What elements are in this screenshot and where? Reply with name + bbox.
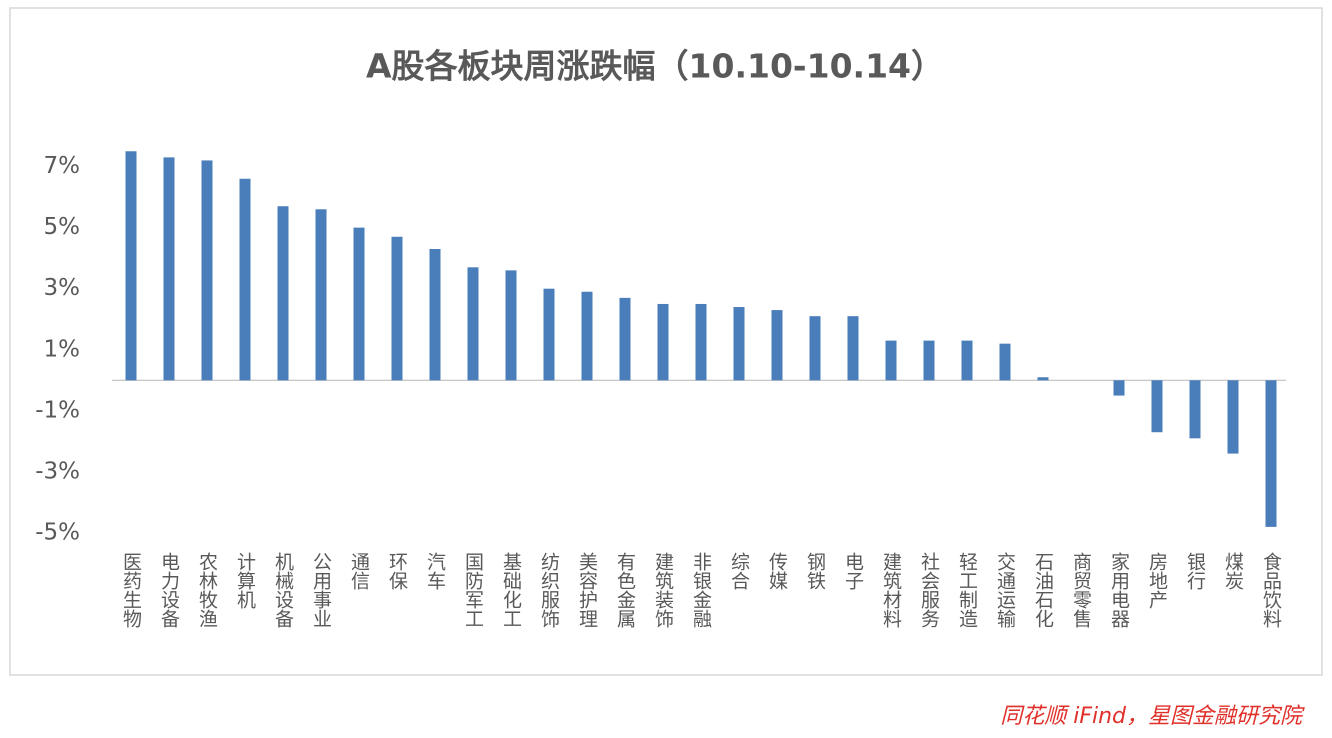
x-tick-label: 传媒 [766, 552, 788, 590]
bar [277, 206, 289, 381]
x-tick-label: 汽车 [424, 552, 446, 590]
bar [923, 340, 935, 381]
x-tick-label: 环保 [386, 552, 408, 590]
x-tick-label: 石油石化 [1032, 552, 1054, 628]
bar [429, 248, 441, 381]
y-tick-label: -1% [35, 397, 80, 423]
x-tick-label: 房地产 [1146, 552, 1168, 609]
bar [391, 236, 403, 381]
x-tick-label: 家用电器 [1108, 552, 1130, 628]
x-tick-label: 纺织服饰 [538, 552, 560, 628]
x-tick-label: 社会服务 [918, 552, 940, 628]
x-tick-label: 通信 [348, 552, 370, 590]
bar [1265, 380, 1277, 527]
bar [885, 340, 897, 381]
x-tick-label: 综合 [728, 552, 750, 590]
bar [467, 267, 479, 381]
bar [771, 310, 783, 381]
bar [1113, 380, 1125, 396]
bar [1037, 377, 1049, 381]
source-note: 同花顺 iFind，星图金融研究院 [1000, 704, 1305, 729]
x-tick-label: 非银金融 [690, 552, 712, 628]
bar [239, 178, 251, 381]
x-tick-label: 煤炭 [1222, 552, 1244, 590]
y-tick-label: -3% [35, 458, 80, 484]
bar [695, 303, 707, 381]
bar [619, 297, 631, 381]
bar [847, 316, 859, 381]
bar [1151, 380, 1163, 433]
y-tick-label: 7% [44, 153, 81, 179]
x-tick-label: 建筑装饰 [652, 552, 674, 628]
x-tick-label: 美容护理 [576, 552, 598, 628]
bar [505, 270, 517, 381]
x-tick-label: 商贸零售 [1070, 552, 1092, 628]
bar [201, 160, 213, 381]
chart-title: A股各板块周涨跌幅（10.10-10.14） [366, 47, 944, 86]
x-tick-label: 机械设备 [272, 552, 294, 628]
x-tick-label: 农林牧渔 [196, 552, 218, 628]
bar [961, 340, 973, 381]
x-tick-label: 有色金属 [614, 552, 636, 629]
bar [125, 151, 137, 381]
bar [581, 291, 593, 381]
x-tick-label: 基础化工 [500, 552, 522, 628]
bar [543, 288, 555, 381]
x-tick-label: 银行 [1184, 552, 1206, 590]
bar [353, 227, 365, 381]
bar [733, 307, 745, 381]
x-tick-label: 计算机 [234, 552, 256, 609]
y-tick-label: 1% [44, 336, 81, 362]
x-tick-label: 轻工制造 [956, 552, 978, 628]
bar [1189, 380, 1201, 439]
x-tick-label: 电子 [842, 552, 864, 590]
bar [657, 303, 669, 381]
y-tick-label: -5% [35, 520, 80, 546]
x-tick-label: 交通运输 [994, 552, 1016, 628]
bar [163, 157, 175, 381]
x-tick-label: 国防军工 [462, 552, 484, 628]
bar [809, 316, 821, 381]
x-tick-label: 食品饮料 [1260, 552, 1282, 628]
x-tick-label: 电力设备 [158, 552, 180, 628]
bar [315, 209, 327, 381]
bar [999, 343, 1011, 381]
y-tick-label: 3% [44, 275, 81, 301]
x-tick-label: 钢铁 [804, 552, 826, 590]
bar [1227, 380, 1239, 454]
x-tick-label: 公用事业 [310, 552, 332, 628]
x-tick-label: 建筑材料 [880, 552, 902, 628]
x-tick-label: 医药生物 [120, 552, 142, 628]
y-tick-label: 5% [44, 214, 81, 240]
